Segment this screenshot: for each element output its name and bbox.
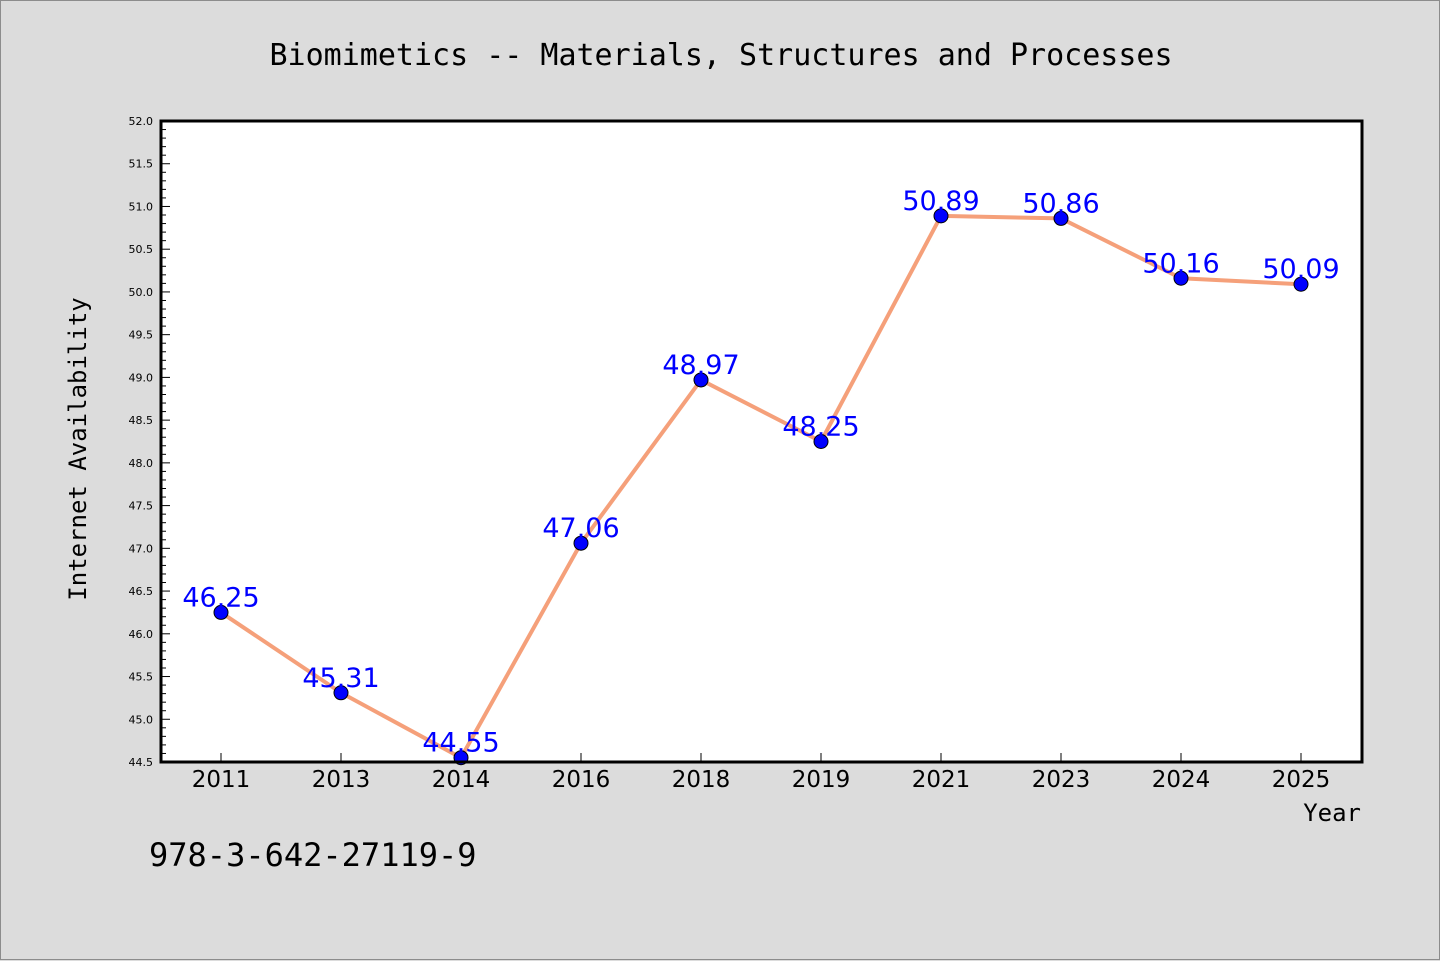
- data-label: 50.86: [1022, 188, 1099, 219]
- x-tick-label: 2013: [312, 767, 371, 793]
- y-tick-label: 48.0: [129, 457, 154, 470]
- data-point: [333, 685, 349, 701]
- y-tick-label: 46.5: [129, 585, 154, 598]
- data-label: 48.25: [782, 412, 859, 443]
- data-markers: [213, 208, 1309, 766]
- data-label: 48.97: [662, 350, 739, 381]
- y-tick-label: 47.5: [129, 500, 154, 513]
- y-axis-label: Internet Availability: [64, 297, 92, 600]
- x-tick-label: 2024: [1152, 767, 1211, 793]
- x-tick-label: 2018: [672, 767, 731, 793]
- data-point: [1293, 276, 1309, 292]
- x-tick-label: 2025: [1272, 767, 1331, 793]
- y-tick-label: 47.0: [129, 542, 154, 555]
- x-tick-label: 2014: [432, 767, 491, 793]
- data-label: 50.09: [1262, 254, 1339, 285]
- data-label: 44.55: [422, 728, 499, 759]
- y-tick-label: 48.5: [129, 414, 154, 427]
- y-tick-label: 45.0: [129, 713, 154, 726]
- plot-area: [161, 121, 1362, 762]
- data-point: [1173, 270, 1189, 286]
- data-point: [213, 604, 229, 620]
- y-tick-label: 49.0: [129, 371, 154, 384]
- data-point: [573, 535, 589, 551]
- y-tick-label: 44.5: [129, 756, 154, 769]
- y-tick-label: 46.0: [129, 628, 154, 641]
- y-tick-label: 52.0: [129, 115, 154, 128]
- x-tick-label: 2016: [552, 767, 611, 793]
- y-tick-label: 51.0: [129, 200, 154, 213]
- x-tick-label: 2019: [792, 767, 851, 793]
- data-label: 50.89: [902, 186, 979, 217]
- data-point: [693, 372, 709, 388]
- y-tick-label: 50.0: [129, 286, 154, 299]
- x-tick-label: 2011: [192, 767, 251, 793]
- y-tick-label: 50.5: [129, 243, 154, 256]
- y-tick-label: 49.5: [129, 329, 154, 342]
- x-axis-label: Year: [1303, 799, 1361, 827]
- isbn-footer: 978-3-642-27119-9: [149, 836, 477, 874]
- data-labels: 46.25 45.31 44.55 47.06 48.97 48.25 50.89 50.86…: [182, 186, 1339, 759]
- data-point: [933, 208, 949, 224]
- series-line: [219, 213, 1303, 760]
- y-axis-ticks: 44.5 45.0 45.5 46.0 46.5 47.0 47.5 48.0 48.5 49.0…: [129, 115, 170, 769]
- data-label: 47.06: [542, 513, 619, 544]
- data-label: 46.25: [182, 582, 259, 613]
- series-line-group: [219, 213, 1303, 760]
- data-label: 50.16: [1142, 248, 1219, 279]
- y-tick-label: 45.5: [129, 671, 154, 684]
- x-tick-label: 2023: [1032, 767, 1091, 793]
- plot-border: [159, 119, 1364, 764]
- data-point: [1053, 210, 1069, 226]
- x-tick-label: 2021: [912, 767, 971, 793]
- chart-title: Biomimetics -- Materials, Structures and…: [269, 38, 1172, 73]
- data-label: 45.31: [302, 663, 379, 694]
- data-point: [813, 434, 829, 449]
- y-tick-label: 51.5: [129, 158, 154, 171]
